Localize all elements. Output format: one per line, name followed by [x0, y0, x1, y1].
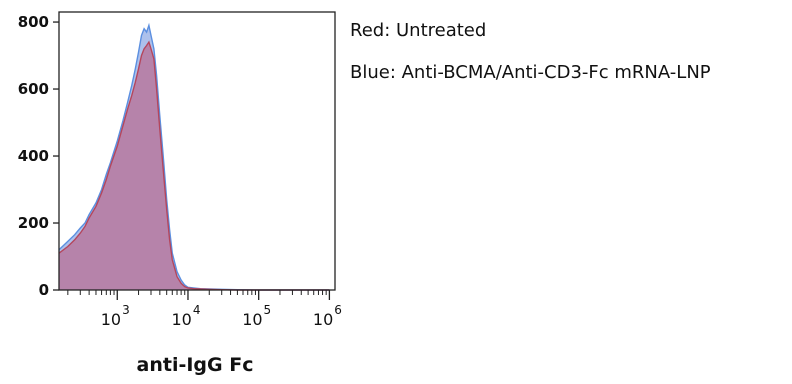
x-tick-label: 104	[171, 303, 200, 329]
plot-frame	[58, 11, 336, 291]
y-tick-label: 0	[39, 281, 49, 299]
legend-entry-red: Red: Untreated	[350, 20, 487, 41]
x-axis-label: anti-IgG Fc	[136, 354, 254, 376]
series-untreated-line	[58, 40, 330, 291]
x-tick-label: 103	[101, 303, 130, 329]
x-tick-label: 106	[313, 303, 342, 329]
y-tick-label: 800	[18, 13, 49, 31]
y-tick-label: 200	[18, 214, 49, 232]
series-untreated-area	[59, 42, 330, 290]
y-tick-label: 600	[18, 80, 49, 98]
x-tick-label: 105	[242, 303, 271, 329]
legend-entry-blue: Blue: Anti-BCMA/Anti-CD3-Fc mRNA-LNP	[350, 62, 711, 83]
axes-layer: 0 200 400 600 800 103 104 105 106	[18, 13, 342, 329]
series-layer	[58, 22, 330, 291]
y-tick-label: 400	[18, 147, 49, 165]
